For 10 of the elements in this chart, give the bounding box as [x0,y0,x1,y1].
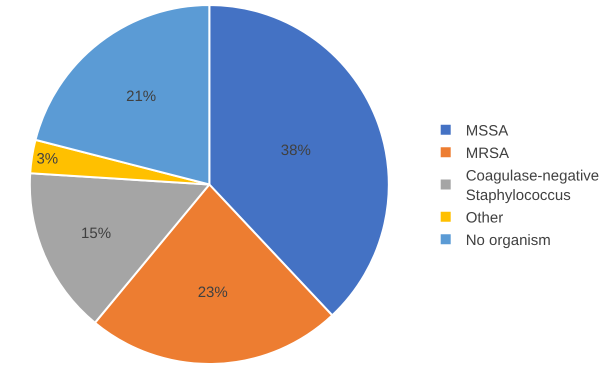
legend-label: Other [466,210,504,227]
data-label: 21% [126,88,156,106]
legend-label: MSSA [466,122,508,140]
legend-label: MRSA [466,145,510,162]
data-label: 23% [198,284,228,301]
legend-label: No organism [466,232,551,250]
legend-label: Coagulase-negative Staphylococcus [466,168,600,204]
data-label: 38% [280,142,311,159]
data-label: 15% [81,225,112,242]
data-label: 3% [36,150,58,168]
